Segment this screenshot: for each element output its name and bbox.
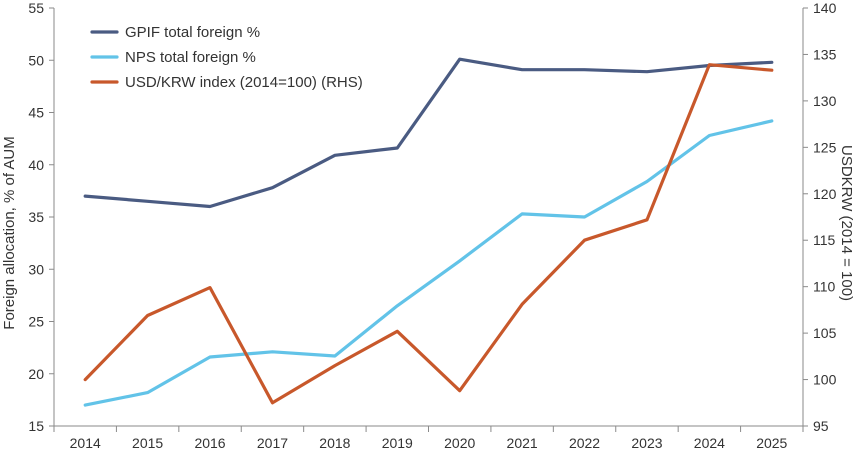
series-line-2: [83, 119, 774, 407]
y2-tick-label: 135: [813, 46, 837, 62]
tick-labels: 2014 2015 2016 2017 2018 2019 2020 2021 2022 2023…: [28, 0, 836, 451]
legend-label-1: GPIF total foreign %: [125, 24, 260, 41]
y-tick-label: 50: [28, 52, 44, 68]
y2-tick-label: 105: [813, 325, 837, 341]
y-tick-label: 20: [28, 366, 44, 382]
x-tick-label: 2019: [382, 435, 413, 451]
y2-tick-label: 95: [813, 418, 829, 434]
legend: GPIF total foreign % NPS total foreign % U…: [90, 24, 363, 91]
x-tick-label: 2025: [756, 435, 787, 451]
x-tick-label: 2021: [507, 435, 538, 451]
axes: [49, 7, 808, 432]
y-tick-label: 15: [28, 418, 44, 434]
series-lines: [83, 57, 774, 407]
legend-label-3: USD/KRW index (2014=100) (RHS): [125, 74, 363, 91]
y-tick-label: 45: [28, 105, 44, 121]
x-tick-label: 2024: [694, 435, 725, 451]
y-tick-label: 35: [28, 209, 44, 225]
y-tick-label: 30: [28, 261, 44, 277]
y-tick-label: 55: [28, 0, 44, 16]
y2-axis-label: USDKRW (2014 = 100): [838, 145, 855, 301]
x-tick-label: 2020: [444, 435, 475, 451]
x-tick-label: 2014: [70, 435, 101, 451]
y2-tick-label: 100: [813, 372, 837, 388]
y2-tick-label: 120: [813, 186, 837, 202]
legend-label-2: NPS total foreign %: [125, 49, 256, 66]
y-tick-label: 25: [28, 314, 44, 330]
y2-tick-label: 125: [813, 139, 837, 155]
y2-tick-label: 140: [813, 0, 837, 16]
x-tick-label: 2017: [257, 435, 288, 451]
series-line-3: [83, 63, 774, 405]
y2-tick-label: 130: [813, 93, 837, 109]
series-line-1: [83, 57, 774, 209]
x-tick-label: 2016: [194, 435, 225, 451]
x-tick-label: 2015: [132, 435, 163, 451]
y-tick-label: 40: [28, 157, 44, 173]
x-tick-label: 2023: [631, 435, 662, 451]
y2-tick-label: 110: [813, 279, 836, 295]
x-tick-label: 2018: [319, 435, 350, 451]
y-axis-label: Foreign allocation, % of AUM: [1, 136, 18, 329]
x-tick-label: 2022: [569, 435, 600, 451]
y2-tick-label: 115: [813, 232, 836, 248]
